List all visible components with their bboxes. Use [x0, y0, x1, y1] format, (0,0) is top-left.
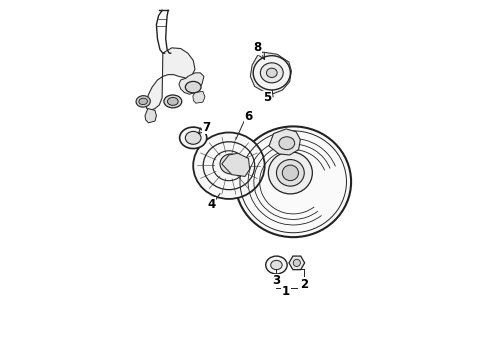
Ellipse shape	[269, 152, 312, 194]
Ellipse shape	[282, 165, 298, 181]
Ellipse shape	[266, 256, 287, 274]
Text: 8: 8	[253, 41, 262, 54]
Polygon shape	[146, 48, 195, 111]
Ellipse shape	[253, 56, 291, 90]
Ellipse shape	[267, 68, 277, 77]
Text: 7: 7	[202, 121, 211, 134]
Polygon shape	[193, 91, 205, 103]
Ellipse shape	[220, 154, 242, 174]
Polygon shape	[269, 129, 300, 155]
Text: 2: 2	[300, 278, 308, 291]
Text: 3: 3	[272, 274, 280, 287]
Ellipse shape	[193, 132, 265, 199]
Polygon shape	[289, 256, 305, 270]
Ellipse shape	[279, 137, 294, 150]
Ellipse shape	[276, 159, 304, 186]
Ellipse shape	[139, 98, 147, 105]
Ellipse shape	[180, 127, 207, 149]
Ellipse shape	[185, 131, 201, 144]
Text: 5: 5	[263, 91, 271, 104]
Text: 1: 1	[282, 285, 290, 298]
Ellipse shape	[293, 259, 300, 266]
Ellipse shape	[168, 98, 178, 105]
Ellipse shape	[270, 260, 282, 270]
Polygon shape	[145, 109, 156, 123]
Polygon shape	[250, 52, 292, 94]
Ellipse shape	[136, 96, 150, 107]
Ellipse shape	[164, 95, 182, 108]
Text: 6: 6	[245, 110, 253, 123]
Text: 4: 4	[207, 198, 215, 211]
Ellipse shape	[185, 81, 201, 93]
Polygon shape	[179, 73, 204, 94]
Polygon shape	[222, 153, 249, 176]
Ellipse shape	[235, 126, 351, 237]
Ellipse shape	[260, 63, 283, 83]
